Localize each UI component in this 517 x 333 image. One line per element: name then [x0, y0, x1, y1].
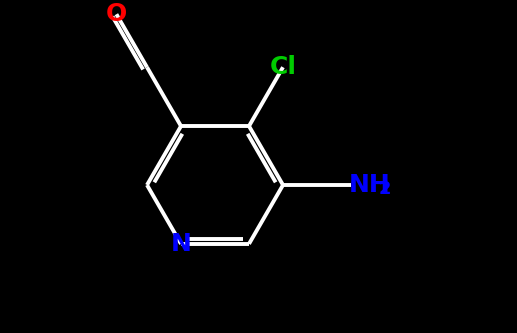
Text: O: O	[106, 2, 127, 26]
Text: 2: 2	[379, 180, 391, 198]
Text: N: N	[171, 232, 191, 256]
Text: Cl: Cl	[269, 55, 297, 79]
Text: NH: NH	[349, 173, 391, 197]
